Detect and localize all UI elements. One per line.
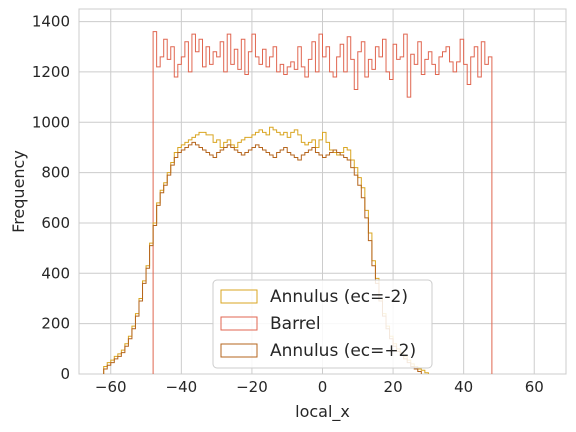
y-tick-label: 1000 [32, 113, 70, 131]
x-tick-label: −40 [166, 378, 198, 396]
y-tick-label: 800 [41, 164, 70, 182]
x-tick-label: 40 [454, 378, 473, 396]
y-tick-label: 400 [41, 264, 70, 282]
legend-label-1: Barrel [270, 314, 321, 334]
legend-swatch-2 [220, 343, 258, 358]
y-tick-label: 0 [60, 365, 70, 383]
histogram-series-2 [103, 141, 422, 374]
y-tick-label: 600 [41, 214, 70, 232]
plot-frame [78, 8, 567, 375]
legend [212, 279, 433, 369]
x-tick-label: 0 [318, 378, 328, 396]
x-tick-label: −20 [236, 378, 268, 396]
legend-label-0: Annulus (ec=-2) [270, 287, 408, 307]
x-tick-label: 20 [384, 378, 403, 396]
ticks: −60 −40 −20 0 20 40 60020040060080010001200140… [32, 13, 544, 396]
legend-items: Annulus (ec=-2) Barrel Annulus (ec=+2) [220, 287, 416, 361]
x-axis-label: local_x [295, 402, 350, 422]
legend-label-2: Annulus (ec=+2) [270, 341, 416, 361]
legend-swatch-0 [220, 289, 258, 304]
series-layer [103, 31, 493, 374]
legend-swatch-1 [220, 316, 258, 331]
y-tick-label: 1400 [32, 13, 70, 31]
x-tick-label: −60 [95, 378, 127, 396]
x-tick-label: 60 [525, 378, 544, 396]
y-axis-label: Frequency [9, 150, 28, 233]
grid [78, 8, 567, 375]
y-tick-label: 200 [41, 315, 70, 333]
histogram-series-1 [152, 31, 493, 374]
y-tick-label: 1200 [32, 63, 70, 81]
